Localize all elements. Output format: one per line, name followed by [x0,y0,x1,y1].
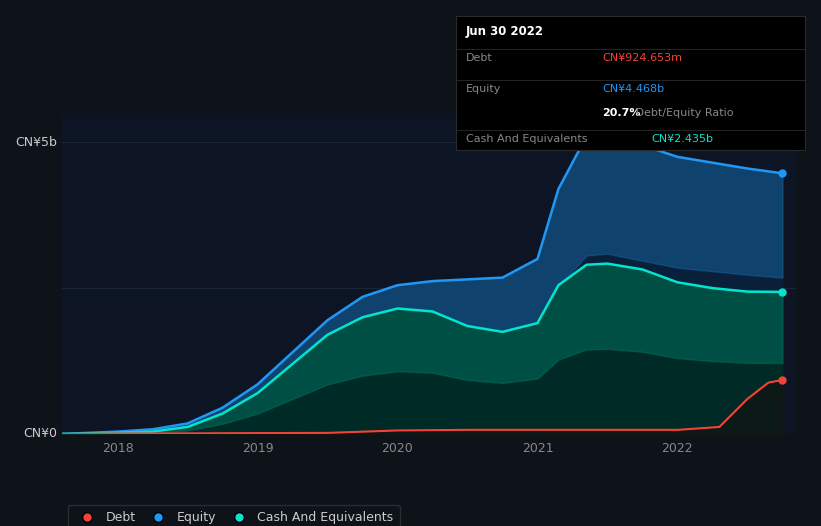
Text: CN¥2.435b: CN¥2.435b [651,134,713,144]
Text: Debt/Equity Ratio: Debt/Equity Ratio [632,108,733,118]
Text: CN¥5b: CN¥5b [16,136,57,149]
Legend: Debt, Equity, Cash And Equivalents: Debt, Equity, Cash And Equivalents [68,505,400,526]
Text: CN¥4.468b: CN¥4.468b [603,84,664,94]
Text: Cash And Equivalents: Cash And Equivalents [466,134,588,144]
Text: Jun 30 2022: Jun 30 2022 [466,25,544,38]
Text: CN¥924.653m: CN¥924.653m [603,53,682,63]
Text: Equity: Equity [466,84,502,94]
Text: 20.7%: 20.7% [603,108,640,118]
Text: Debt: Debt [466,53,493,63]
Text: CN¥0: CN¥0 [24,428,57,440]
